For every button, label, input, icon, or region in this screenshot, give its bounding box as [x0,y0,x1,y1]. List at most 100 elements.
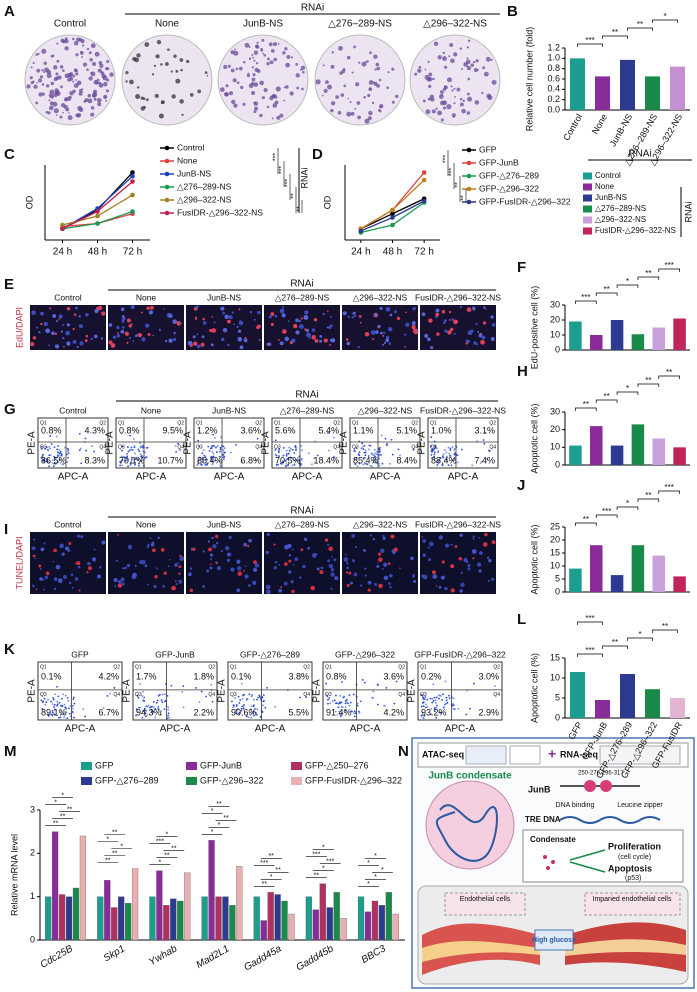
nucleus [192,548,196,551]
nucleus [93,548,96,551]
event [395,680,398,683]
event [157,708,160,711]
bar [281,900,288,941]
event [46,448,49,451]
nucleus [310,585,316,591]
event [254,459,257,461]
event [247,716,250,719]
event [139,442,141,444]
nucleus [153,584,157,589]
event [170,684,173,687]
quadrant-name: Q4 [208,692,215,698]
event [377,703,379,706]
event [375,453,378,456]
event [196,464,198,467]
nucleus [216,565,222,571]
nucleus [484,532,488,537]
event [443,706,445,709]
nucleus [379,306,383,310]
glucose-label: High glucose [532,937,576,944]
quadrant-percent: 1.1% [353,425,374,435]
event [350,710,353,713]
colony [253,50,259,55]
nucleus [175,580,177,582]
event [366,463,369,466]
colony [428,72,433,77]
event [138,450,141,453]
event [381,462,384,465]
event [278,448,281,451]
nucleus [491,540,496,545]
colony [29,76,33,80]
nucleus [39,568,42,571]
colony [92,93,96,98]
nucleus [441,310,446,314]
event [422,716,424,719]
nucleus [195,318,197,321]
x-tick-label: Gadd45b [294,943,336,973]
event [59,704,62,707]
bar [305,896,312,941]
sig-label: * [663,12,666,21]
colony [230,68,235,73]
event [261,711,264,714]
event [56,704,58,707]
sig-label: ** [275,867,281,874]
colony [224,92,229,97]
legend-label: △276–289-NS [177,181,232,191]
colony [90,112,95,117]
y-axis-label: PE-A [27,679,38,703]
quadrant-percent: 8.4% [396,455,417,465]
colony [155,54,160,59]
colony [346,111,352,117]
event [49,454,52,456]
event [64,706,67,709]
event [210,683,213,686]
colony [491,79,497,85]
event [430,454,433,456]
quadrant-percent: 85.4% [353,455,379,465]
sig-label: ** [290,193,297,199]
sig-label: * [106,836,109,843]
colony [395,94,399,99]
bar [125,903,132,941]
nucleus [288,554,291,557]
quadrant-name: Q3 [40,692,47,698]
dish [409,34,501,126]
nucleus [450,588,455,593]
panel-title: Control [54,19,86,30]
event [198,701,201,703]
event [449,449,452,451]
nucleus [435,308,440,313]
nucleus [477,562,482,567]
event [295,447,297,450]
nucleus [445,543,450,548]
nucleus [208,547,213,552]
colony [242,61,246,64]
event [453,448,456,451]
nucleus [438,586,442,589]
event [444,449,446,451]
nucleus [179,322,182,325]
legend-swatch [583,227,592,235]
event [372,461,375,464]
event [264,706,267,709]
nucleus [467,567,471,571]
event [120,455,123,458]
colony [32,62,35,65]
event [456,461,459,464]
event [274,449,277,451]
colony [88,51,92,55]
event [420,714,423,717]
nucleus [207,540,211,543]
y-label: EdU/DAPI [14,307,24,348]
event [211,700,214,703]
effect-box [522,829,684,883]
legend-swatch [583,194,592,202]
event [399,454,401,457]
event [63,716,66,719]
quadrant-percent: 8.3% [84,455,105,465]
quadrant-name: Q2 [99,420,106,426]
colony [246,73,250,78]
plot-frame [271,417,343,469]
